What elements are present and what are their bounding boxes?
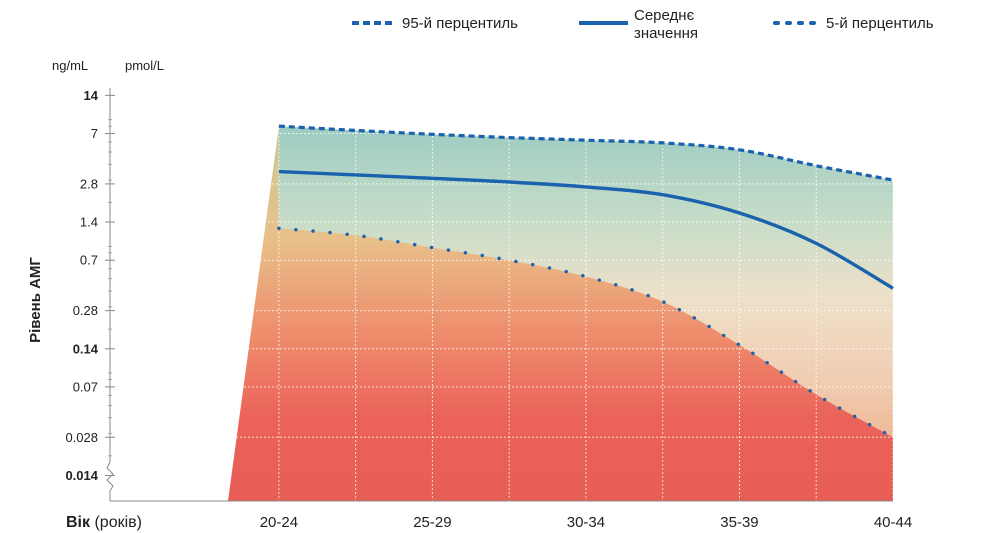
legend: 95-й перцентиль Середнє значення 5-й пер… xyxy=(352,7,934,42)
x-axis: 20-24 25-29 30-34 35-39 40-44 xyxy=(110,500,912,531)
unit-right: pmol/L xyxy=(125,58,164,73)
legend-label-p95: 95-й перцентиль xyxy=(402,15,518,32)
plot-area xyxy=(228,88,893,501)
x-tick-label: 35-39 xyxy=(720,514,758,531)
y-tick-label: 2.8 xyxy=(80,176,98,191)
legend-item-p95[interactable]: 95-й перцентиль xyxy=(352,15,518,32)
x-tick-label: 25-29 xyxy=(413,514,451,531)
legend-label-p5: 5-й перцентиль xyxy=(826,15,934,32)
y-tick-label: 14 xyxy=(84,88,99,103)
x-axis-title-bold: Вік xyxy=(66,514,91,531)
y-tick-label: 0.014 xyxy=(65,468,98,483)
legend-label-mean-line1: Середнє xyxy=(634,7,695,24)
x-tick-label: 20-24 xyxy=(260,514,298,531)
y-axis-title: Рівень АМГ xyxy=(27,257,44,343)
y-tick-label: 1.4 xyxy=(80,215,98,230)
y-tick-label: 0.028 xyxy=(65,430,98,445)
y-tick-label: 7 xyxy=(91,126,98,141)
x-tick-label: 30-34 xyxy=(567,514,605,531)
x-axis-title: Вік (років) xyxy=(66,514,142,531)
series-line-mean[interactable] xyxy=(278,169,894,290)
x-tick-label: 40-44 xyxy=(874,514,912,531)
gridlines-x xyxy=(278,88,893,501)
percentile-band-fill xyxy=(278,126,893,438)
y-axis-break xyxy=(106,461,114,497)
legend-item-mean[interactable]: Середнє значення xyxy=(579,7,698,42)
unit-left: ng/mL xyxy=(52,58,88,73)
y-axis: 14 7 2.8 1.4 0.7 0.28 0.14 0.07 0.028 0.014 xyxy=(65,88,115,501)
y-tick-label: 0.07 xyxy=(73,379,98,394)
y-tick-label: 0.7 xyxy=(80,253,98,268)
y-tick-label: 0.28 xyxy=(73,303,98,318)
legend-label-mean-line2: значення xyxy=(634,25,698,42)
legend-item-p5[interactable]: 5-й перцентиль xyxy=(773,15,934,32)
y-tick-label: 0.14 xyxy=(73,341,99,356)
x-axis-title-rest: (років) xyxy=(90,514,142,531)
